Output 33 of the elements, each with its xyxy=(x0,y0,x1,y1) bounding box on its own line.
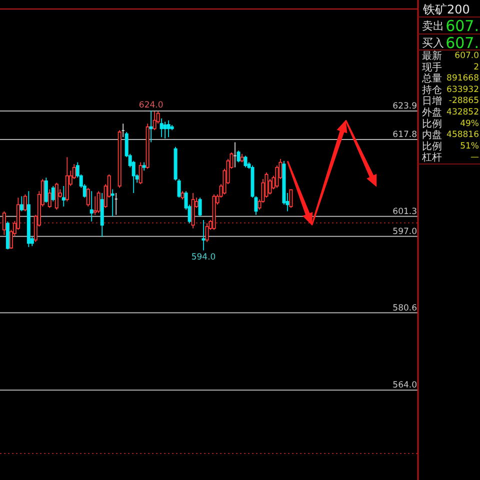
text: 最新 xyxy=(422,50,442,62)
text: 内盘 xyxy=(422,129,442,142)
ref-line-label: 580.6 xyxy=(392,303,417,314)
text: 891668 xyxy=(446,74,479,84)
text: 持仓 xyxy=(422,84,442,96)
text: 日增 xyxy=(422,95,442,108)
text: 458816 xyxy=(446,130,479,140)
text: 杠杆 xyxy=(421,152,442,164)
text: — xyxy=(470,152,480,163)
text: 2 xyxy=(474,62,479,72)
annotation: 594.0 xyxy=(191,252,216,262)
text: 比例 xyxy=(422,118,442,130)
text: 比例 xyxy=(422,140,442,152)
text: 铁矿200 xyxy=(422,2,470,16)
ref-line-label: 601.3 xyxy=(392,206,417,217)
ref-line-label: 564.0 xyxy=(392,380,417,391)
text: 卖出 xyxy=(422,20,444,32)
text: 607. xyxy=(446,17,479,35)
text: 432852 xyxy=(446,108,479,118)
text: 买入 xyxy=(422,36,444,50)
ref-line-label: 623.9 xyxy=(392,102,417,112)
text: 总量 xyxy=(421,72,442,85)
annotation: 624.0 xyxy=(138,100,164,111)
text: 49% xyxy=(460,118,479,129)
text: 607.0 xyxy=(454,51,479,61)
ref-line-label: 597.0 xyxy=(392,226,417,237)
text: 607. xyxy=(446,34,479,52)
ref-line-label: 617.8 xyxy=(392,130,417,140)
text: 633932 xyxy=(446,84,479,95)
text: -28865 xyxy=(448,96,479,106)
text: 外盘 xyxy=(422,106,442,118)
text: 现手 xyxy=(422,61,442,74)
text: 51% xyxy=(460,141,479,152)
